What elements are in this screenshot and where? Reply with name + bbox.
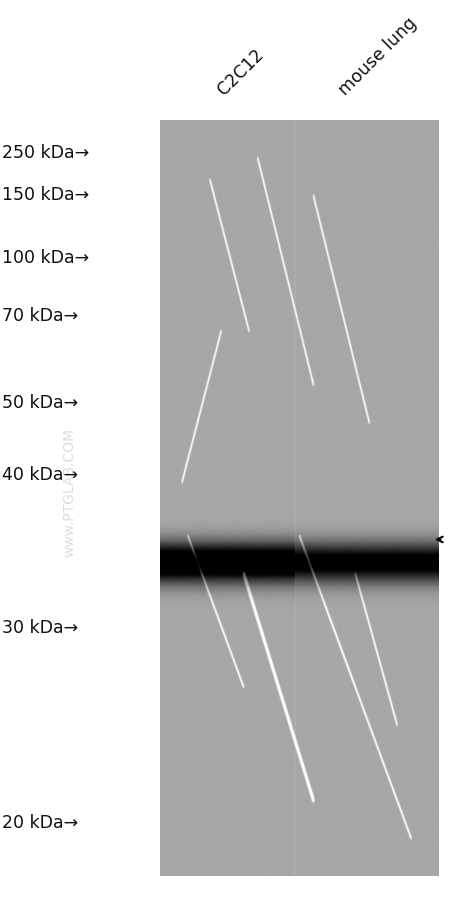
Text: 40 kDa→: 40 kDa→ bbox=[2, 465, 78, 483]
Text: 250 kDa→: 250 kDa→ bbox=[2, 144, 90, 162]
Text: 20 kDa→: 20 kDa→ bbox=[2, 813, 78, 831]
Text: C2C12: C2C12 bbox=[214, 46, 267, 99]
Text: www.PTGLAB.COM: www.PTGLAB.COM bbox=[63, 428, 77, 557]
Text: 150 kDa→: 150 kDa→ bbox=[2, 186, 90, 204]
Text: mouse lung: mouse lung bbox=[335, 14, 420, 99]
Text: 50 kDa→: 50 kDa→ bbox=[2, 394, 78, 412]
Text: 30 kDa→: 30 kDa→ bbox=[2, 618, 78, 636]
Text: 70 kDa→: 70 kDa→ bbox=[2, 307, 78, 325]
Text: 100 kDa→: 100 kDa→ bbox=[2, 249, 90, 267]
